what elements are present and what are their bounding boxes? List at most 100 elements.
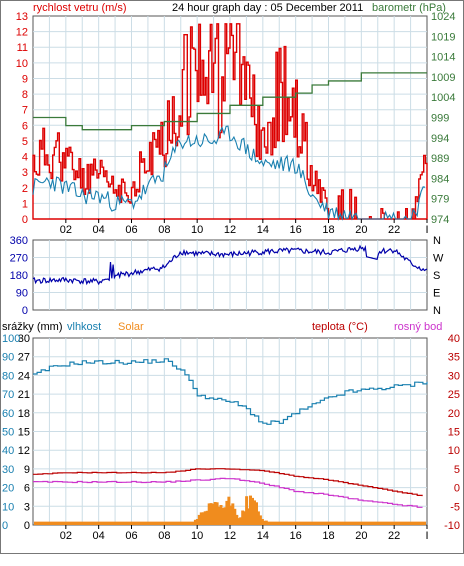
temperature-tick-label: 20 — [448, 408, 460, 420]
x-tick-label: 14 — [257, 224, 269, 236]
humidity-tick-label: 60 — [2, 408, 14, 420]
solar-baseline — [34, 521, 426, 525]
solar-bar — [255, 502, 258, 525]
direction-tick-label: 180 — [10, 270, 28, 282]
solar-bar — [256, 511, 260, 525]
x-tick-label: 12 — [224, 224, 236, 236]
barometer-tick-label: 984 — [431, 173, 449, 185]
barometer-tick-label: 994 — [431, 133, 449, 145]
solar-bar — [229, 505, 233, 525]
solar-bar — [211, 503, 215, 525]
humidity-tick-label: 30 — [2, 464, 14, 476]
wind-tick-label: 4 — [22, 152, 28, 164]
solar-bar — [205, 510, 209, 525]
solar-bar — [239, 517, 243, 525]
wind-tick-label: 7 — [22, 105, 28, 117]
wind-tick-label: 2 — [22, 183, 28, 195]
x-tick-label: 20 — [355, 530, 367, 542]
temperature-tick-label: 0 — [454, 483, 460, 495]
x-tick-label: 02 — [60, 224, 72, 236]
rain-tick-label: 0 — [24, 520, 30, 532]
solar-bar — [243, 511, 247, 525]
barometer-axis-label: barometr (hPa) — [372, 2, 446, 14]
solar-bar — [233, 508, 237, 525]
humidity-tick-label: 70 — [2, 389, 14, 401]
x-tick-label: I — [425, 530, 428, 542]
x-tick-label: 12 — [224, 530, 236, 542]
chart-title: 24 hour graph day : 05 December 2011 — [172, 2, 363, 14]
temperature-tick-label: 5 — [454, 464, 460, 476]
wind-tick-label: 0 — [22, 214, 28, 226]
x-tick-label: 04 — [93, 224, 105, 236]
solar-bar — [241, 510, 245, 525]
barometer-series — [33, 72, 427, 131]
x-tick-label: 06 — [125, 224, 137, 236]
wind-tick-label: 10 — [16, 58, 28, 70]
humidity-tick-label: 20 — [2, 483, 14, 495]
humidity-tick-label: 50 — [2, 427, 14, 439]
solar-bar — [251, 497, 254, 525]
barometer-tick-label: 989 — [431, 153, 449, 165]
wind-tick-label: 6 — [22, 120, 28, 132]
solar-bar — [223, 507, 227, 525]
wind-gust-series — [32, 23, 428, 220]
wind-tick-label: 13 — [16, 11, 28, 23]
solar-bar — [225, 500, 229, 525]
dew-point-series — [33, 477, 423, 508]
wind-tick-label: 12 — [16, 27, 28, 39]
solar-bar — [227, 496, 231, 525]
wind-tick-label: 9 — [22, 73, 28, 85]
x-tick-label: 22 — [388, 530, 400, 542]
x-tick-label: 18 — [322, 530, 334, 542]
wind-barometer-panel: 0123456789101112139749799849899949991004… — [16, 11, 456, 236]
humidity-tick-label: 80 — [2, 370, 14, 382]
solar-bar — [245, 496, 249, 525]
wind-tick-label: 5 — [22, 136, 28, 148]
wind-tick-label: 11 — [17, 42, 28, 54]
barometer-tick-label: 999 — [431, 113, 449, 125]
humidity-tick-label: 10 — [2, 501, 14, 513]
humidity-tick-label: 100 — [2, 333, 20, 345]
rain-tick-label: 18 — [18, 408, 30, 420]
temperature-tick-label: -10 — [444, 520, 460, 532]
rain-tick-label: 15 — [18, 427, 30, 439]
x-tick-label: 06 — [125, 530, 137, 542]
solar-bar — [221, 508, 225, 525]
x-tick-label: 02 — [60, 530, 72, 542]
x-tick-label: 22 — [388, 224, 400, 236]
solar-bar — [217, 506, 221, 525]
wind-tick-label: 8 — [22, 89, 28, 101]
temperature-tick-label: 25 — [448, 389, 460, 401]
solar-bar — [219, 505, 223, 525]
temperature-tick-label: 10 — [448, 445, 460, 457]
x-tick-label: 04 — [93, 530, 105, 542]
x-tick-label: 10 — [191, 530, 203, 542]
solar-bar — [201, 512, 205, 525]
temperature-tick-label: -5 — [450, 501, 460, 513]
solar-bar — [203, 511, 207, 525]
dew-axis-label: rosný bod — [394, 321, 442, 333]
x-tick-label: I — [425, 224, 428, 236]
solar-bar — [235, 514, 239, 525]
solar-bar — [249, 495, 252, 525]
direction-tick-label: 270 — [10, 253, 28, 265]
temperature-humidity-panel: 0369121518212427300102030405060708090100… — [2, 333, 460, 542]
humidity-axis-label: vlhkost — [67, 321, 101, 333]
solar-bar — [209, 503, 213, 525]
barometer-tick-label: 1024 — [431, 11, 455, 23]
barometer-tick-label: 1004 — [431, 92, 455, 104]
barometer-tick-label: 1009 — [431, 72, 455, 84]
solar-bar — [237, 518, 241, 525]
rain-tick-label: 21 — [18, 389, 30, 401]
direction-compass-label: N — [433, 235, 441, 247]
wind-speed-series — [32, 125, 426, 222]
rain-tick-label: 30 — [18, 333, 30, 345]
wind-tick-label: 3 — [22, 167, 28, 179]
solar-axis-label: Solar — [118, 321, 144, 333]
x-tick-label: 20 — [355, 224, 367, 236]
x-tick-label: 08 — [158, 224, 170, 236]
solar-bar — [258, 515, 262, 525]
